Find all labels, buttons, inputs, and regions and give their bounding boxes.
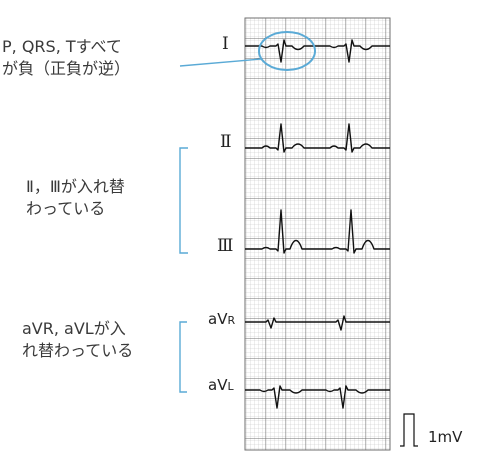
lead23-annotation-line2: わっている [26,199,106,218]
ecg-grid [244,17,391,451]
lead-aVR-main: aV [208,310,228,328]
lead23-bracket [179,147,188,254]
lead-aVL-sub: L [227,380,234,393]
lead-I-leader-line [179,58,262,67]
lead-I-highlight-ellipse [258,31,316,71]
avr-avl-annotation-line1: aVR, aVLが入 [22,319,126,338]
lead1-annotation: P, QRS, Tすべて が負（正負が逆） [2,36,130,80]
avr-avl-annotation: aVR, aVLが入 れ替わっている [22,318,133,362]
lead-aVL-label: aVL [208,376,234,394]
lead1-annotation-line1: P, QRS, Tすべて [2,37,122,56]
avr-avl-bracket [179,321,187,393]
lead-aVR-sub: R [227,314,236,327]
calibration-pulse [400,413,418,447]
lead-I-trace [245,39,390,63]
lead-III-trace [245,209,390,254]
lead-aVL-trace [245,385,390,409]
lead1-annotation-line2: が負（正負が逆） [2,59,131,78]
lead-aVL-main: aV [208,376,228,394]
calibration-label: 1mV [428,428,463,446]
lead-aVR-label: aVR [208,310,235,328]
lead23-annotation-line1: Ⅱ，Ⅲが入れ替 [26,177,125,196]
lead-III-label: Ⅲ [217,236,234,256]
lead-II-label: Ⅱ [220,132,232,152]
avr-avl-annotation-line2: れ替わっている [22,341,134,360]
lead-aVR-trace [245,315,390,331]
lead23-annotation: Ⅱ，Ⅲが入れ替 わっている [26,176,125,220]
lead-II-trace [245,123,390,153]
lead-I-label: Ⅰ [222,34,229,54]
